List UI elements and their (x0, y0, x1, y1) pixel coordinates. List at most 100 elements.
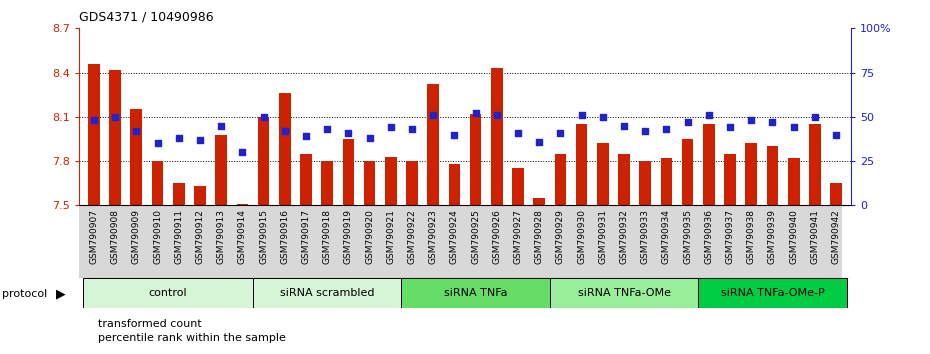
Point (723, 125, 737, 130)
Bar (300, 154, 312, 205)
Point (553, 130, 568, 136)
Text: GSM790924: GSM790924 (450, 209, 458, 264)
Bar (194, 186, 206, 205)
Bar (236, 204, 248, 205)
Bar (534, 198, 545, 205)
Text: GSM790918: GSM790918 (323, 209, 332, 264)
Point (638, 128, 653, 134)
Text: GSM790926: GSM790926 (492, 209, 501, 264)
Bar (152, 161, 164, 205)
Point (129, 128, 144, 134)
Text: GSM790936: GSM790936 (704, 209, 713, 264)
Bar (109, 70, 121, 205)
Text: GSM790919: GSM790919 (344, 209, 352, 264)
Point (489, 112, 504, 118)
Bar (550, 278, 698, 308)
Text: GSM790932: GSM790932 (619, 209, 629, 264)
Bar (809, 124, 821, 205)
Point (829, 132, 844, 137)
Bar (402, 278, 550, 308)
Bar (746, 143, 757, 205)
Text: GSM790909: GSM790909 (132, 209, 140, 264)
Point (277, 128, 292, 134)
Point (765, 119, 780, 125)
Bar (660, 158, 672, 205)
Text: GDS4371 / 10490986: GDS4371 / 10490986 (79, 11, 214, 24)
Point (86, 118, 101, 123)
Text: GSM790917: GSM790917 (301, 209, 311, 264)
Text: GSM790927: GSM790927 (513, 209, 523, 264)
Text: GSM790937: GSM790937 (725, 209, 735, 264)
Text: ▶: ▶ (56, 287, 65, 300)
Point (807, 114, 822, 120)
Text: siRNA scrambled: siRNA scrambled (280, 288, 375, 298)
Bar (698, 278, 846, 308)
Bar (406, 161, 418, 205)
Text: GSM790913: GSM790913 (217, 209, 226, 264)
Point (574, 112, 589, 118)
Text: GSM790911: GSM790911 (174, 209, 183, 264)
Text: GSM790921: GSM790921 (386, 209, 395, 264)
Point (214, 123, 229, 129)
Bar (597, 143, 608, 205)
Bar (703, 124, 714, 205)
Point (468, 110, 483, 116)
Bar (173, 183, 184, 205)
Bar (682, 139, 694, 205)
Bar (342, 139, 354, 205)
Point (617, 123, 631, 129)
Point (447, 132, 462, 137)
Point (426, 112, 441, 118)
Text: GSM790914: GSM790914 (238, 209, 246, 264)
Text: GSM790940: GSM790940 (790, 209, 798, 264)
Bar (448, 164, 460, 205)
Point (659, 126, 674, 132)
Text: GSM790931: GSM790931 (598, 209, 607, 264)
Bar (88, 64, 100, 205)
Text: GSM790930: GSM790930 (578, 209, 586, 264)
Text: GSM790935: GSM790935 (684, 209, 692, 264)
Text: percentile rank within the sample: percentile rank within the sample (98, 333, 286, 343)
Bar (364, 161, 376, 205)
Point (362, 135, 377, 141)
Text: siRNA TNFa-OMe: siRNA TNFa-OMe (578, 288, 671, 298)
Text: siRNA TNFa: siRNA TNFa (444, 288, 508, 298)
Point (383, 125, 398, 130)
Bar (428, 84, 439, 205)
Text: GSM790934: GSM790934 (662, 209, 671, 264)
Bar (724, 154, 736, 205)
Text: control: control (149, 288, 188, 298)
Bar (258, 117, 270, 205)
Bar (216, 135, 227, 205)
Text: GSM790942: GSM790942 (831, 209, 841, 264)
Bar (618, 154, 630, 205)
Point (595, 114, 610, 120)
Text: GSM790907: GSM790907 (89, 209, 99, 264)
Text: GSM790941: GSM790941 (810, 209, 819, 264)
Text: GSM790920: GSM790920 (365, 209, 374, 264)
Text: GSM790916: GSM790916 (280, 209, 289, 264)
Bar (640, 161, 651, 205)
Text: siRNA TNFa-OMe-P: siRNA TNFa-OMe-P (721, 288, 824, 298)
Point (511, 130, 525, 136)
Text: GSM790923: GSM790923 (429, 209, 438, 264)
Text: GSM790933: GSM790933 (641, 209, 650, 264)
Text: GSM790925: GSM790925 (472, 209, 480, 264)
Point (701, 112, 716, 118)
Point (171, 135, 186, 141)
Bar (322, 161, 333, 205)
Bar (788, 158, 800, 205)
Bar (830, 183, 842, 205)
Point (193, 137, 207, 143)
Point (235, 149, 250, 155)
Text: transformed count: transformed count (98, 319, 202, 329)
Bar (253, 278, 402, 308)
Point (299, 133, 313, 139)
Point (532, 139, 547, 144)
Bar (84, 278, 253, 308)
Point (744, 118, 759, 123)
Bar (766, 146, 778, 205)
Point (150, 141, 165, 146)
Point (341, 130, 356, 136)
Point (405, 126, 419, 132)
